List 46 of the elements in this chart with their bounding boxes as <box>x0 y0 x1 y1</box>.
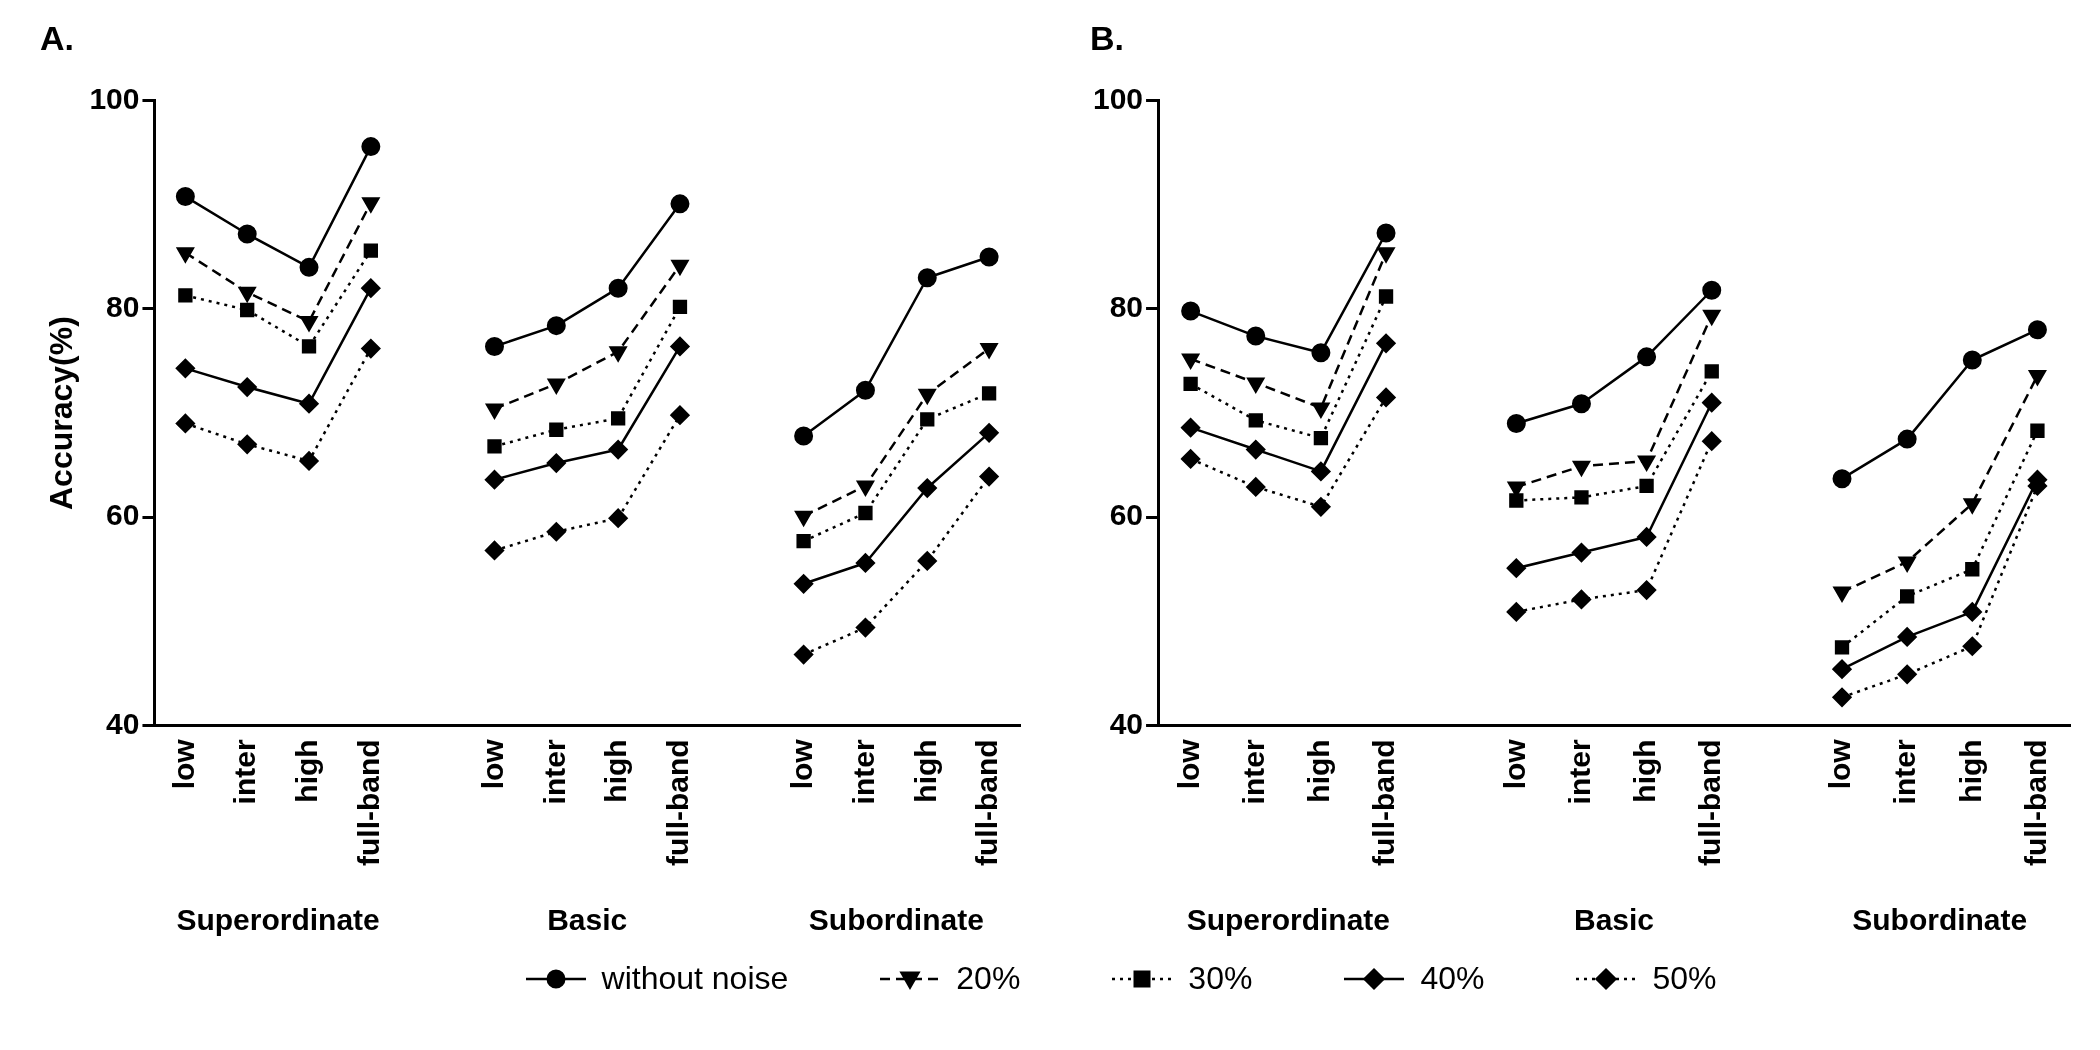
y-tick-label: 40 <box>106 706 140 740</box>
x-tick-label: high <box>908 739 942 803</box>
x-tick-label: high <box>290 739 324 803</box>
x-tick-label: low <box>166 738 200 790</box>
y-tick-label: 80 <box>1109 290 1144 324</box>
x-tick-label: low <box>1497 738 1531 790</box>
x-tick-label: high <box>1302 739 1336 803</box>
legend-label: 50% <box>1652 960 1717 997</box>
chart-title: B. <box>1090 18 1124 57</box>
x-tick-label: inter <box>1237 739 1271 805</box>
x-tick-label: high <box>1627 739 1661 803</box>
y-tick-label: 100 <box>1092 82 1144 116</box>
x-tick-label: inter <box>846 739 880 805</box>
text: Superordinate <box>1186 903 1391 936</box>
y-tick-label: 100 <box>89 82 140 116</box>
legend-label: 30% <box>1188 960 1253 997</box>
x-tick-label: inter <box>1888 739 1922 805</box>
x-tick-label: high <box>1953 739 1987 803</box>
y-tick-label: 80 <box>106 290 140 324</box>
legend-label: 20% <box>956 960 1021 997</box>
x-tick-label: low <box>1823 738 1857 790</box>
text: Basic <box>1574 903 1655 936</box>
x-tick-label: low <box>1171 738 1205 790</box>
text: Subordinate <box>808 903 984 936</box>
y-axis-title: Accuracy(%) <box>43 316 80 511</box>
x-tick-label: inter <box>537 739 571 805</box>
text: Subordinate <box>1852 903 2028 936</box>
x-tick-label: full-band <box>352 739 386 866</box>
y-tick-label: 60 <box>106 498 140 532</box>
chart-title: A. <box>40 18 74 57</box>
text: Superordinate <box>176 903 380 936</box>
y-tick-label: 60 <box>1109 498 1144 532</box>
x-tick-label: full-band <box>1693 739 1726 866</box>
x-tick-label: full-band <box>970 739 1004 866</box>
x-tick-label: inter <box>228 739 262 805</box>
legend-label: without noise <box>601 960 789 997</box>
x-tick-label: full-band <box>1367 739 1401 866</box>
x-tick-label: full-band <box>2018 739 2052 866</box>
x-tick-label: low <box>475 738 509 790</box>
x-tick-label: low <box>784 738 818 790</box>
y-tick-label: 40 <box>1109 706 1144 740</box>
x-tick-label: full-band <box>661 739 695 866</box>
x-tick-label: high <box>599 739 633 803</box>
x-tick-label: inter <box>1562 739 1596 805</box>
text: Basic <box>547 903 628 936</box>
legend-label: 40% <box>1420 960 1485 997</box>
